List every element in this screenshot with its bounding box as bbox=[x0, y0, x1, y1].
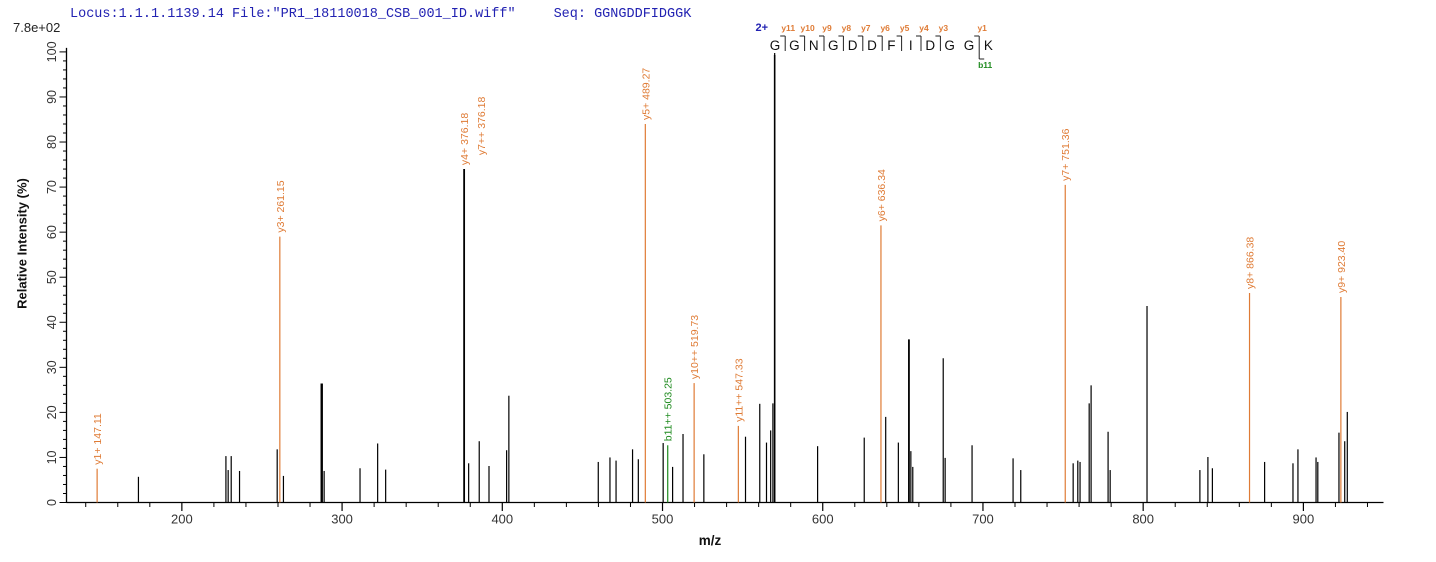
y-tick-label: 100 bbox=[45, 41, 59, 62]
y-tick-label: 80 bbox=[45, 135, 59, 149]
y-tick-label: 0 bbox=[45, 499, 59, 506]
peak-label: y3+ 261.15 bbox=[275, 180, 287, 232]
x-tick-label: 700 bbox=[972, 512, 994, 527]
peak-label: y5+ 489.27 bbox=[640, 68, 652, 120]
peak-label: y4+ 376.18 bbox=[459, 113, 471, 165]
peak-label: y9+ 923.40 bbox=[1336, 241, 1348, 293]
peak-label: y7++ 376.18 bbox=[476, 97, 488, 156]
sequence-residue: D bbox=[867, 38, 877, 53]
x-tick-label: 400 bbox=[491, 512, 513, 527]
y-ion-label: y11 bbox=[781, 23, 795, 33]
y-tick-label: 70 bbox=[45, 180, 59, 194]
header-line: Locus:1.1.1.1139.14 File:"PR1_18110018_C… bbox=[70, 7, 691, 22]
y-tick-label: 50 bbox=[45, 270, 59, 284]
sequence-residue: K bbox=[984, 38, 993, 53]
y-tick-label: 60 bbox=[45, 225, 59, 239]
sequence-residue: N bbox=[809, 38, 819, 53]
y-ion-label: y9 bbox=[822, 23, 832, 33]
y-tick-label: 90 bbox=[45, 90, 59, 104]
sequence-residue: D bbox=[848, 38, 858, 53]
y-ion-label: y6 bbox=[880, 23, 890, 33]
y-ion-label: y10 bbox=[801, 23, 815, 33]
peak-label: y10++ 519.73 bbox=[689, 315, 701, 379]
peak-label: b11++ 503.25 bbox=[663, 377, 675, 441]
x-tick-label: 800 bbox=[1132, 512, 1154, 527]
y-axis-title: Relative Intensity (%) bbox=[14, 178, 30, 309]
b-ion-label: b11 bbox=[978, 60, 992, 70]
x-tick-label: 200 bbox=[171, 512, 193, 527]
x-tick-label: 600 bbox=[812, 512, 834, 527]
y-tick-label: 30 bbox=[45, 360, 59, 374]
y-ion-label: y5 bbox=[900, 23, 910, 33]
sequence-residue: G bbox=[944, 38, 955, 53]
y-ion-label: y8 bbox=[842, 23, 852, 33]
precursor-charge-label: 2+ bbox=[755, 22, 768, 34]
y-ion-label: y7 bbox=[861, 23, 871, 33]
peak-label: y6+ 636.34 bbox=[876, 169, 888, 221]
y-ion-label: y3 bbox=[939, 23, 949, 33]
sequence-residue: G bbox=[828, 38, 839, 53]
x-tick-label: 300 bbox=[331, 512, 353, 527]
locus-file-text: Locus:1.1.1.1139.14 File:"PR1_18110018_C… bbox=[70, 7, 516, 22]
y-ion-label: y1 bbox=[977, 23, 987, 33]
peak-label: y7+ 751.36 bbox=[1060, 128, 1072, 180]
y-tick-label: 40 bbox=[45, 315, 59, 329]
peak-label: y8+ 866.38 bbox=[1245, 237, 1257, 289]
sequence-residue: G bbox=[789, 38, 800, 53]
sequence-residue: G bbox=[964, 38, 975, 53]
x-axis-title: m/z bbox=[698, 533, 722, 548]
x-tick-label: 900 bbox=[1293, 512, 1315, 527]
x-tick-label: 500 bbox=[652, 512, 674, 527]
sequence-label-text: Seq: GGNGDDFIDGGK bbox=[553, 7, 692, 22]
y-ion-label: y4 bbox=[919, 23, 929, 33]
sequence-residue: G bbox=[770, 38, 781, 53]
peak-label: y1+ 147.11 bbox=[92, 413, 104, 465]
peak-label: y11++ 547.33 bbox=[733, 358, 745, 422]
sequence-residue: D bbox=[925, 38, 935, 53]
y-tick-label: 10 bbox=[45, 450, 59, 464]
sequence-residue: I bbox=[909, 38, 913, 53]
sequence-residue: F bbox=[887, 38, 895, 53]
base-peak-intensity-label: 7.8e+02 bbox=[13, 20, 61, 35]
y-tick-label: 20 bbox=[45, 405, 59, 419]
